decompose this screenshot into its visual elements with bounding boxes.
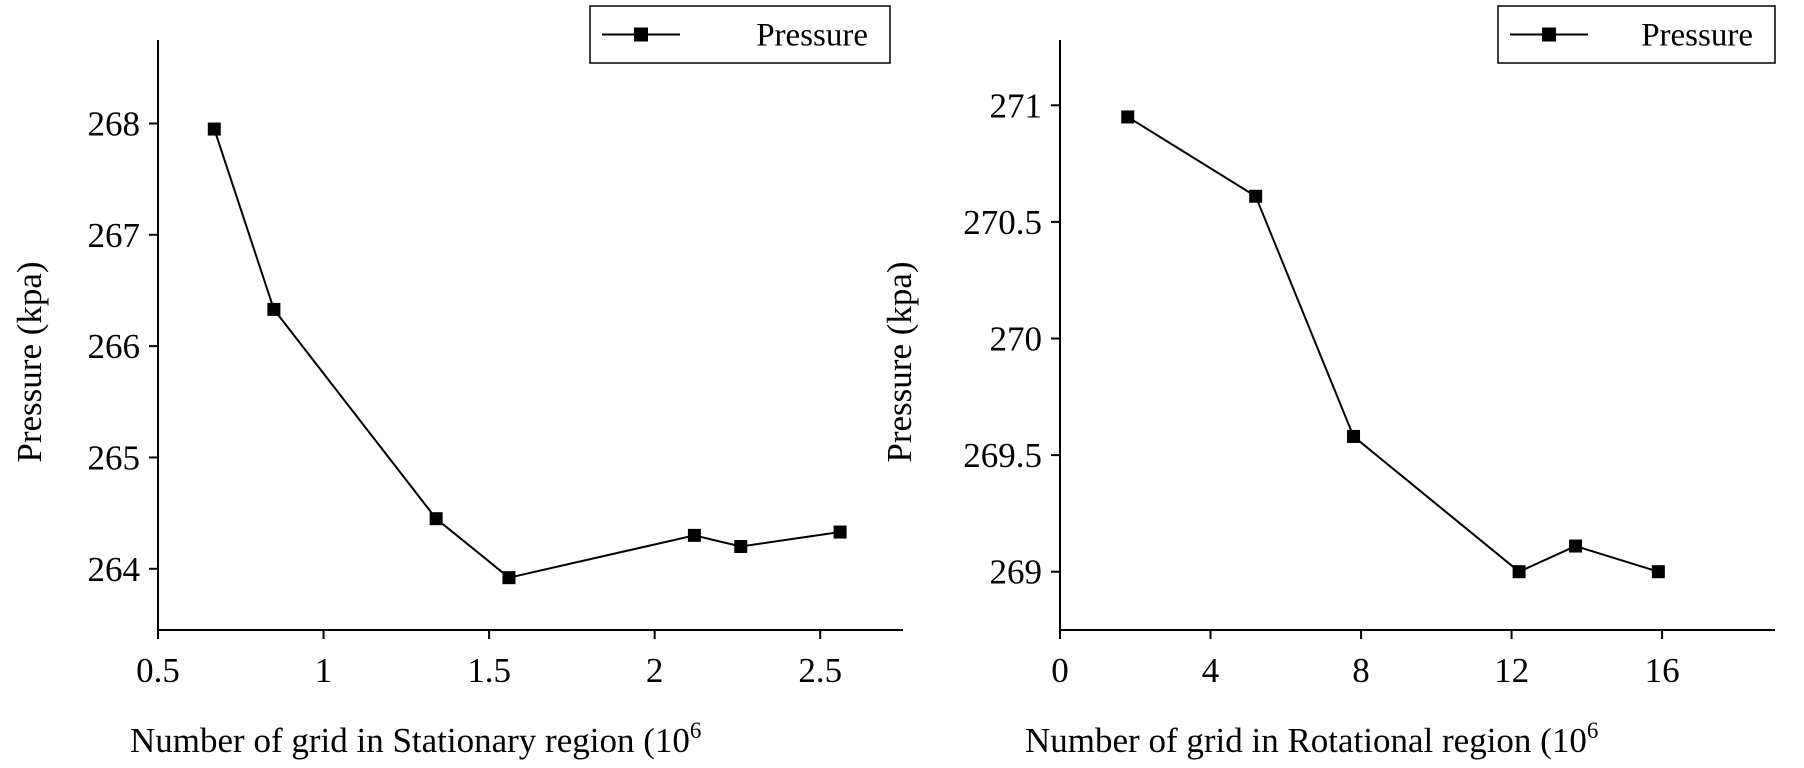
x-tick-label: 8 bbox=[1352, 651, 1370, 690]
x-axis-title-exponent: 6 bbox=[1587, 718, 1599, 743]
data-point-marker bbox=[429, 512, 443, 526]
y-tick-label: 269 bbox=[990, 553, 1043, 592]
x-tick-label: 1.5 bbox=[467, 651, 511, 690]
legend-label: Pressure bbox=[756, 18, 868, 54]
data-point-marker bbox=[207, 122, 221, 136]
x-axis-title-text: Number of grid in Stationary region (10 bbox=[130, 721, 690, 760]
chart-stationary-panel: 264 265 266 267 268 0.5 1 1.5 2 2.5 Pressure (kpa)… bbox=[10, 5, 903, 760]
data-point-marker bbox=[1249, 189, 1263, 203]
x-axis-title: Number of grid in Stationary region (106 bbox=[130, 718, 701, 760]
data-point-marker bbox=[1347, 429, 1361, 443]
data-point-marker bbox=[1121, 110, 1135, 124]
data-point-marker bbox=[734, 540, 748, 554]
y-tick-label: 271 bbox=[990, 86, 1043, 125]
x-tick-label: 0 bbox=[1051, 651, 1069, 690]
legend-label: Pressure bbox=[1641, 18, 1753, 54]
data-point-marker bbox=[833, 525, 847, 539]
x-axis-title-text: Number of grid in Rotational region (10 bbox=[1025, 721, 1587, 760]
y-tick-label: 266 bbox=[88, 327, 141, 366]
x-tick-label: 4 bbox=[1202, 651, 1220, 690]
x-tick-label: 2.5 bbox=[798, 651, 842, 690]
series-line-pressure bbox=[1127, 116, 1659, 573]
data-point-marker bbox=[687, 528, 701, 542]
data-point-marker bbox=[1651, 565, 1665, 579]
x-tick-label: 2 bbox=[646, 651, 664, 690]
data-point-marker bbox=[1569, 539, 1583, 553]
y-tick-label: 268 bbox=[88, 104, 141, 143]
legend-marker-swatch bbox=[634, 27, 648, 42]
data-point-marker bbox=[267, 302, 281, 316]
data-point-marker bbox=[502, 571, 516, 585]
series-line-pressure bbox=[213, 128, 841, 579]
x-tick-label: 0.5 bbox=[136, 651, 180, 690]
y-tick-label: 270.5 bbox=[963, 203, 1042, 242]
y-axis-title: Pressure (kpa) bbox=[880, 261, 919, 462]
y-tick-label: 267 bbox=[88, 216, 141, 255]
legend-marker-swatch bbox=[1542, 27, 1556, 42]
x-axis-title: Number of grid in Rotational region (106 bbox=[1025, 718, 1598, 760]
x-axis-title-exponent: 6 bbox=[690, 718, 702, 743]
y-tick-label: 269.5 bbox=[963, 436, 1042, 475]
x-tick-label: 16 bbox=[1645, 651, 1680, 690]
chart-rotational-panel: 269 269.5 270 270.5 271 0 4 8 12 16 Pressure (kpa)… bbox=[880, 5, 1776, 760]
legend: Pressure bbox=[589, 5, 891, 64]
y-axis-title: Pressure (kpa) bbox=[10, 261, 49, 462]
data-point-marker bbox=[1512, 565, 1526, 579]
y-tick-label: 264 bbox=[88, 550, 141, 589]
x-tick-label: 12 bbox=[1494, 651, 1529, 690]
y-tick-label: 270 bbox=[990, 319, 1043, 358]
y-tick-label: 265 bbox=[88, 438, 141, 477]
x-tick-label: 1 bbox=[315, 651, 333, 690]
legend: Pressure bbox=[1497, 5, 1776, 64]
